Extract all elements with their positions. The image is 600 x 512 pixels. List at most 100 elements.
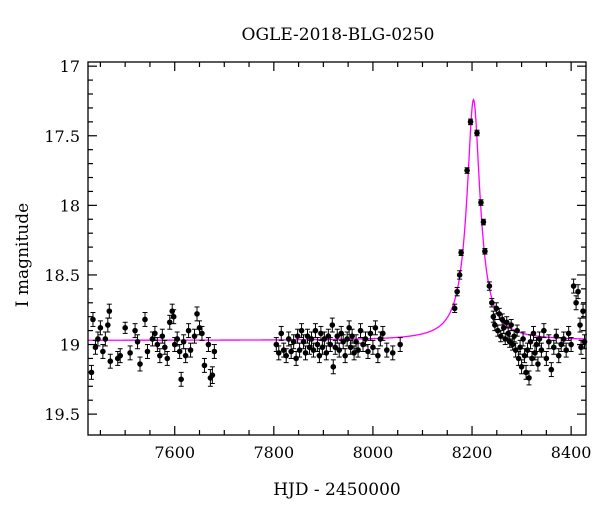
- data-point: [502, 332, 509, 346]
- data-point: [162, 339, 168, 355]
- data-point: [199, 325, 205, 341]
- data-point: [370, 339, 376, 355]
- data-point: [365, 344, 371, 359]
- data-point: [492, 318, 498, 332]
- data-point: [132, 323, 138, 339]
- data-point: [548, 362, 555, 378]
- data-point: [157, 348, 163, 364]
- data-point: [288, 344, 294, 359]
- data-point: [384, 342, 390, 358]
- data-point: [489, 298, 495, 308]
- data-point: [355, 342, 361, 358]
- data-point: [375, 348, 381, 364]
- x-tick-label: 8200: [452, 443, 493, 462]
- model-curve-layer: [88, 98, 587, 341]
- data-point: [296, 342, 303, 358]
- data-point: [494, 324, 501, 337]
- data-point: [194, 306, 200, 322]
- data-point: [526, 370, 532, 386]
- data-point: [514, 324, 520, 337]
- data-point: [520, 331, 526, 347]
- y-axis-label: I magnitude: [13, 203, 33, 307]
- data-point: [283, 348, 290, 364]
- data-point: [454, 286, 460, 297]
- data-point: [293, 350, 299, 366]
- data-point: [527, 334, 534, 350]
- data-point: [480, 218, 487, 226]
- data-point: [90, 312, 96, 327]
- data-point: [541, 323, 547, 339]
- data-point: [563, 342, 569, 358]
- data-point: [97, 320, 104, 336]
- y-tick-label: 19.5: [44, 405, 80, 424]
- data-point: [568, 337, 574, 352]
- data-point: [312, 323, 319, 339]
- data-point: [209, 366, 216, 385]
- data-point: [185, 323, 192, 339]
- data-point: [100, 344, 106, 359]
- model-curve-line: [88, 98, 587, 341]
- data-point: [176, 344, 183, 359]
- data-point: [102, 331, 109, 347]
- data-point: [530, 325, 537, 341]
- data-point: [458, 249, 464, 256]
- data-point: [546, 334, 552, 350]
- y-tick-label: 18.5: [44, 266, 80, 285]
- data-point: [362, 331, 369, 347]
- axis-ticks-layer: 7600 7800 8000 8200 8400 17 17.5 18 18.5 19 19.5: [44, 57, 591, 462]
- data-point: [493, 302, 500, 315]
- data-point: [285, 331, 292, 347]
- data-point: [478, 199, 484, 206]
- data-point: [201, 357, 208, 373]
- data-point: [342, 348, 348, 364]
- data-point: [518, 359, 525, 375]
- data-point: [321, 331, 328, 347]
- data-point: [575, 284, 581, 300]
- data-point: [92, 339, 99, 355]
- data-point: [336, 342, 343, 358]
- data-point: [105, 317, 111, 333]
- data-point: [180, 334, 187, 350]
- x-tick-label: 8000: [353, 443, 394, 462]
- data-point: [357, 323, 364, 339]
- data-point: [327, 337, 334, 352]
- data-point: [275, 345, 282, 361]
- data-points-layer: [88, 118, 588, 387]
- data-point: [127, 345, 133, 361]
- data-point: [159, 328, 166, 344]
- data-point: [152, 325, 158, 341]
- data-point: [122, 321, 128, 334]
- data-point: [508, 318, 514, 332]
- data-point: [543, 350, 550, 366]
- data-point: [182, 348, 189, 364]
- plot-frame: [87, 61, 587, 436]
- data-point: [389, 345, 396, 361]
- data-point: [570, 278, 577, 294]
- y-tick-label: 17.5: [44, 127, 80, 146]
- data-point: [553, 328, 560, 344]
- data-point: [137, 356, 143, 372]
- data-point: [330, 359, 337, 375]
- data-point: [106, 303, 113, 319]
- x-tick-label: 7800: [253, 443, 294, 462]
- data-point: [187, 342, 194, 358]
- data-point: [205, 337, 212, 352]
- x-tick-label: 7600: [154, 443, 195, 462]
- data-point: [372, 320, 379, 336]
- data-point: [134, 334, 141, 350]
- data-point: [580, 303, 586, 319]
- data-point: [380, 325, 386, 341]
- data-point: [538, 342, 545, 358]
- data-point: [555, 348, 562, 364]
- data-point: [174, 331, 180, 347]
- data-point: [178, 371, 184, 387]
- data-point: [577, 317, 583, 333]
- chart-title: OGLE-2018-BLG-0250: [242, 25, 435, 45]
- data-point: [578, 339, 584, 355]
- data-point: [497, 330, 504, 343]
- x-tick-label: 8400: [551, 443, 592, 462]
- data-point: [535, 356, 541, 372]
- data-point: [482, 248, 488, 255]
- x-axis-label: HJD - 2450000: [273, 480, 401, 500]
